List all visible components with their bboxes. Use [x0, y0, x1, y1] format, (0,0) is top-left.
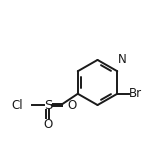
Text: O: O [67, 99, 76, 112]
Text: N: N [118, 53, 126, 66]
Text: S: S [44, 99, 52, 112]
Text: Br: Br [129, 87, 142, 100]
Text: Cl: Cl [11, 99, 23, 112]
Text: O: O [43, 118, 53, 131]
